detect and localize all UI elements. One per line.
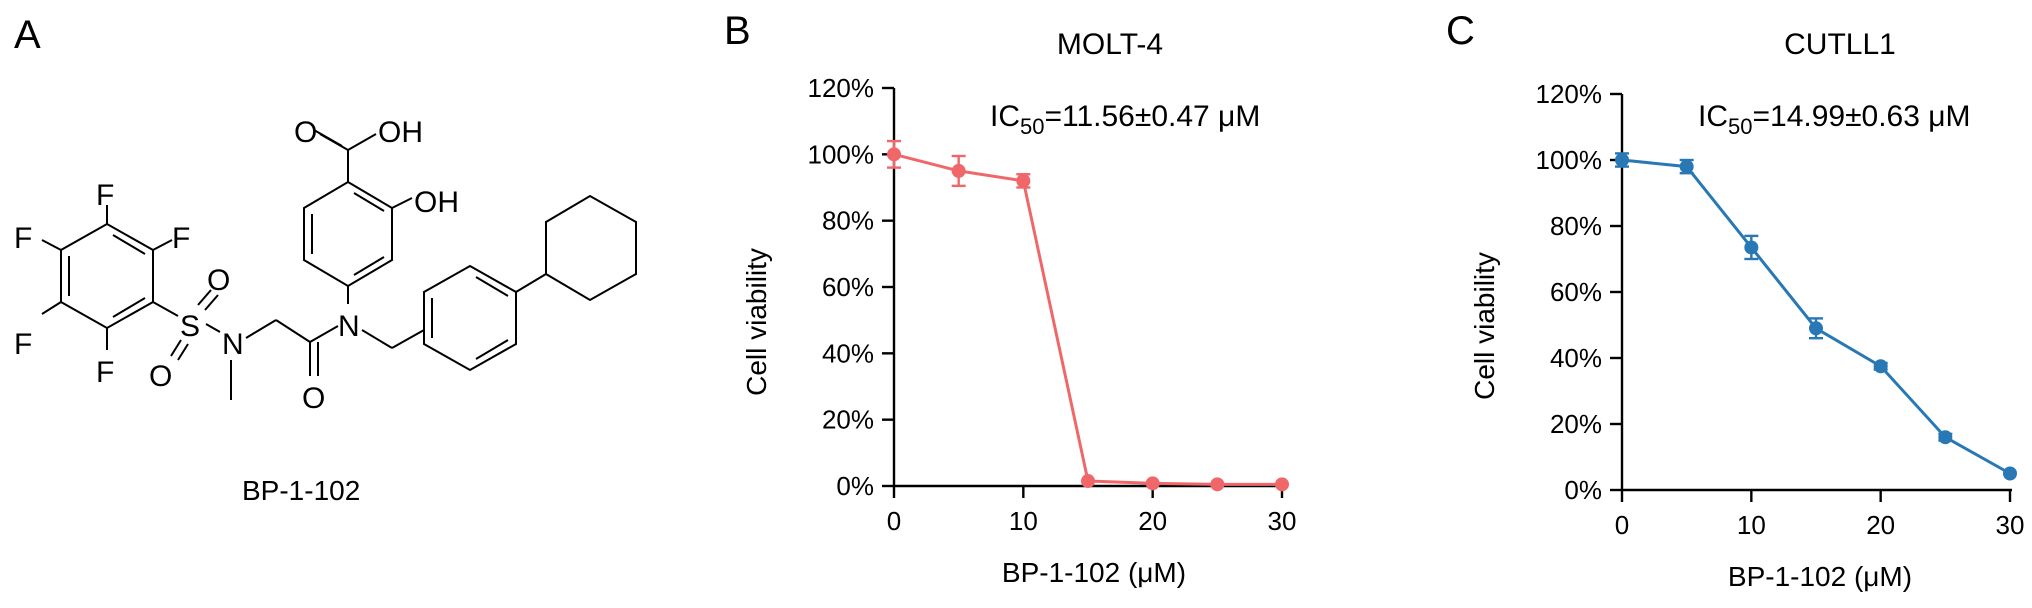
y-tick-label: 80%: [1550, 211, 1602, 241]
x-tick-label: 30: [1996, 510, 2025, 540]
atom-o-sulfonyl-top: O: [207, 264, 230, 297]
y-tick-label: 120%: [808, 73, 875, 103]
y-tick-label: 120%: [1536, 79, 1603, 109]
y-tick-label: 20%: [822, 405, 874, 435]
y-tick-label: 60%: [822, 272, 874, 302]
y-ticks: 0% 20% 40% 60% 80% 100% 120%: [1536, 79, 1622, 505]
chart-title: CUTLL1: [1784, 28, 1896, 61]
chemical-structure: F F F F F S O O N O N: [14, 116, 637, 506]
x-tick-label: 30: [1268, 506, 1297, 536]
panel-letter-b: B: [724, 9, 751, 53]
series: [1615, 152, 2017, 481]
pentafluorophenyl-ring: [41, 205, 179, 350]
x-tick-label: 0: [887, 506, 901, 536]
data-point: [1873, 359, 1888, 374]
y-tick-label: 60%: [1550, 277, 1602, 307]
data-point: [1275, 477, 1289, 492]
x-tick-label: 0: [1615, 510, 1629, 540]
atom-s: S: [180, 310, 200, 343]
x-tick-label: 10: [1009, 506, 1038, 536]
panel-letter-c: C: [1446, 9, 1475, 53]
salicylic-acid-ring: [303, 129, 413, 288]
chart-title: MOLT-4: [1057, 28, 1163, 61]
data-point: [1809, 321, 1823, 336]
atom-f-lower-left: F: [14, 328, 32, 361]
atom-o-sulfonyl-bottom: O: [149, 360, 172, 393]
atom-f-bottom: F: [96, 356, 114, 389]
y-tick-label: 100%: [808, 139, 875, 169]
series-line: [893, 152, 1282, 486]
x-tick-label: 20: [1138, 506, 1167, 536]
series: [887, 139, 1289, 492]
atom-n-sulfonamide: N: [222, 328, 244, 361]
data-point: [887, 147, 901, 162]
data-point: [1016, 173, 1031, 188]
data-point: [1210, 477, 1225, 492]
x-ticks: 0 10 20 30: [1615, 490, 2025, 540]
y-tick-label: 20%: [1550, 409, 1602, 439]
y-axis-label: Cell viability: [1469, 252, 1500, 400]
atom-f-top: F: [96, 179, 114, 212]
data-point: [951, 163, 966, 178]
chart-cutll1: CUTLL1 IC50=14.99±0.63 μM 0% 20% 40% 60% 80%…: [1469, 28, 2024, 592]
y-tick-label: 40%: [822, 338, 874, 368]
y-tick-label: 80%: [822, 206, 874, 236]
ic50-value: =11.56±0.47 μM: [1044, 100, 1260, 133]
atom-f-right: F: [172, 222, 190, 255]
x-tick-label: 10: [1737, 510, 1766, 540]
data-point: [1145, 476, 1160, 491]
cyclohexylbenzyl-ring: [423, 194, 637, 372]
ic50-label: IC: [1698, 100, 1728, 133]
panel-letter-a: A: [14, 13, 41, 57]
y-tick-label: 40%: [1550, 343, 1602, 373]
y-tick-label: 0%: [836, 471, 874, 501]
x-ticks: 0 10 20 30: [887, 486, 1297, 536]
x-axis-label: BP-1-102 (μM): [1728, 561, 1912, 592]
data-point: [1938, 430, 1953, 445]
y-tick-label: 100%: [1536, 145, 1603, 175]
ic50-label: IC: [990, 100, 1020, 133]
x-axis-label: BP-1-102 (μM): [1002, 557, 1186, 588]
atom-o-carbonyl: O: [294, 116, 317, 149]
atom-n-amide: N: [338, 310, 360, 343]
chart-molt4: MOLT-4 IC50=11.56±0.47 μM 0% 20% 40% 60% 80%…: [741, 28, 1296, 588]
ic50-annotation: IC50=11.56±0.47 μM: [990, 100, 1260, 139]
data-point: [1744, 240, 1759, 255]
data-point: [2003, 466, 2017, 481]
y-tick-label: 0%: [1564, 475, 1602, 505]
y-axis-label: Cell viability: [741, 248, 772, 396]
y-ticks: 0% 20% 40% 60% 80% 100% 120%: [808, 73, 894, 501]
atom-oh-phenol: OH: [414, 186, 459, 219]
atom-o-amide: O: [302, 382, 325, 415]
ic50-annotation: IC50=14.99±0.63 μM: [1698, 100, 1971, 139]
data-point: [1081, 474, 1095, 489]
ic50-subscript: 50: [1020, 114, 1044, 139]
compound-label: BP-1-102: [242, 475, 360, 506]
x-tick-label: 20: [1866, 510, 1895, 540]
ic50-subscript: 50: [1728, 114, 1752, 139]
ic50-value: =14.99±0.63 μM: [1752, 100, 1970, 133]
series-line: [1621, 158, 2011, 475]
atom-oh-carboxyl: OH: [378, 116, 423, 149]
data-point: [1679, 159, 1694, 174]
data-point: [1615, 153, 1629, 167]
atom-f-left: F: [14, 222, 32, 255]
